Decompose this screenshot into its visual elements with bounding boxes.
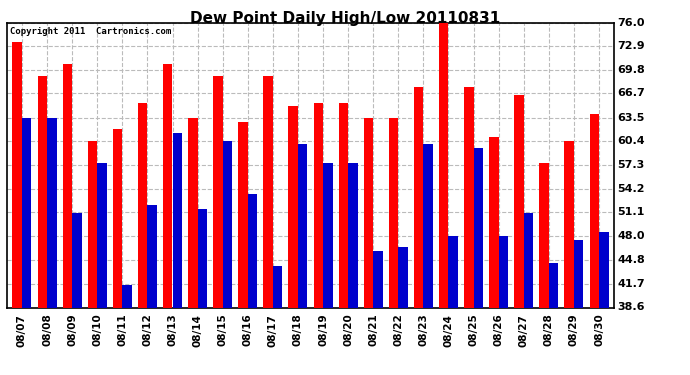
Bar bbox=[574, 240, 584, 308]
Bar bbox=[213, 76, 223, 307]
Bar bbox=[499, 236, 509, 308]
Bar bbox=[398, 247, 408, 308]
Bar bbox=[37, 76, 47, 307]
Bar bbox=[424, 144, 433, 308]
Bar bbox=[273, 266, 282, 308]
Bar bbox=[514, 95, 524, 308]
Bar bbox=[313, 102, 323, 308]
Bar bbox=[22, 118, 32, 308]
Text: 38.6: 38.6 bbox=[618, 303, 645, 312]
Bar bbox=[448, 236, 458, 308]
Bar bbox=[524, 213, 533, 308]
Bar bbox=[97, 164, 107, 308]
Bar bbox=[264, 76, 273, 307]
Text: 63.5: 63.5 bbox=[618, 113, 645, 123]
Bar bbox=[564, 141, 574, 308]
Bar bbox=[339, 102, 348, 308]
Text: 51.1: 51.1 bbox=[618, 207, 645, 217]
Text: 76.0: 76.0 bbox=[618, 18, 645, 27]
Text: 41.7: 41.7 bbox=[618, 279, 645, 289]
Bar bbox=[112, 129, 122, 308]
Bar bbox=[12, 42, 22, 308]
Bar bbox=[138, 102, 148, 308]
Text: 72.9: 72.9 bbox=[618, 41, 645, 51]
Bar bbox=[298, 144, 308, 308]
Bar bbox=[172, 133, 182, 308]
Text: 44.8: 44.8 bbox=[618, 255, 645, 265]
Bar bbox=[63, 64, 72, 308]
Bar bbox=[163, 64, 172, 308]
Bar bbox=[439, 19, 449, 307]
Bar bbox=[47, 118, 57, 308]
Bar bbox=[223, 141, 233, 308]
Bar bbox=[540, 164, 549, 308]
Bar bbox=[589, 114, 599, 308]
Text: 69.8: 69.8 bbox=[618, 65, 645, 75]
Bar bbox=[188, 118, 197, 308]
Bar bbox=[599, 232, 609, 308]
Bar bbox=[323, 164, 333, 308]
Text: 60.4: 60.4 bbox=[618, 136, 645, 146]
Bar bbox=[197, 209, 207, 308]
Bar bbox=[122, 285, 132, 308]
Text: 48.0: 48.0 bbox=[618, 231, 645, 241]
Bar bbox=[489, 137, 499, 308]
Text: Copyright 2011  Cartronics.com: Copyright 2011 Cartronics.com bbox=[10, 27, 171, 36]
Bar bbox=[238, 122, 248, 308]
Bar bbox=[88, 141, 97, 308]
Bar bbox=[473, 148, 483, 308]
Text: 54.2: 54.2 bbox=[618, 184, 645, 194]
Bar bbox=[364, 118, 373, 308]
Bar bbox=[464, 87, 473, 308]
Text: 57.3: 57.3 bbox=[618, 160, 644, 170]
Bar bbox=[72, 213, 81, 308]
Bar bbox=[248, 194, 257, 308]
Text: Dew Point Daily High/Low 20110831: Dew Point Daily High/Low 20110831 bbox=[190, 11, 500, 26]
Bar bbox=[414, 87, 424, 308]
Bar bbox=[373, 251, 383, 308]
Bar bbox=[148, 206, 157, 308]
Bar bbox=[549, 262, 558, 308]
Bar bbox=[388, 118, 398, 308]
Text: 66.7: 66.7 bbox=[618, 88, 645, 98]
Bar bbox=[288, 106, 298, 308]
Bar bbox=[348, 164, 357, 308]
